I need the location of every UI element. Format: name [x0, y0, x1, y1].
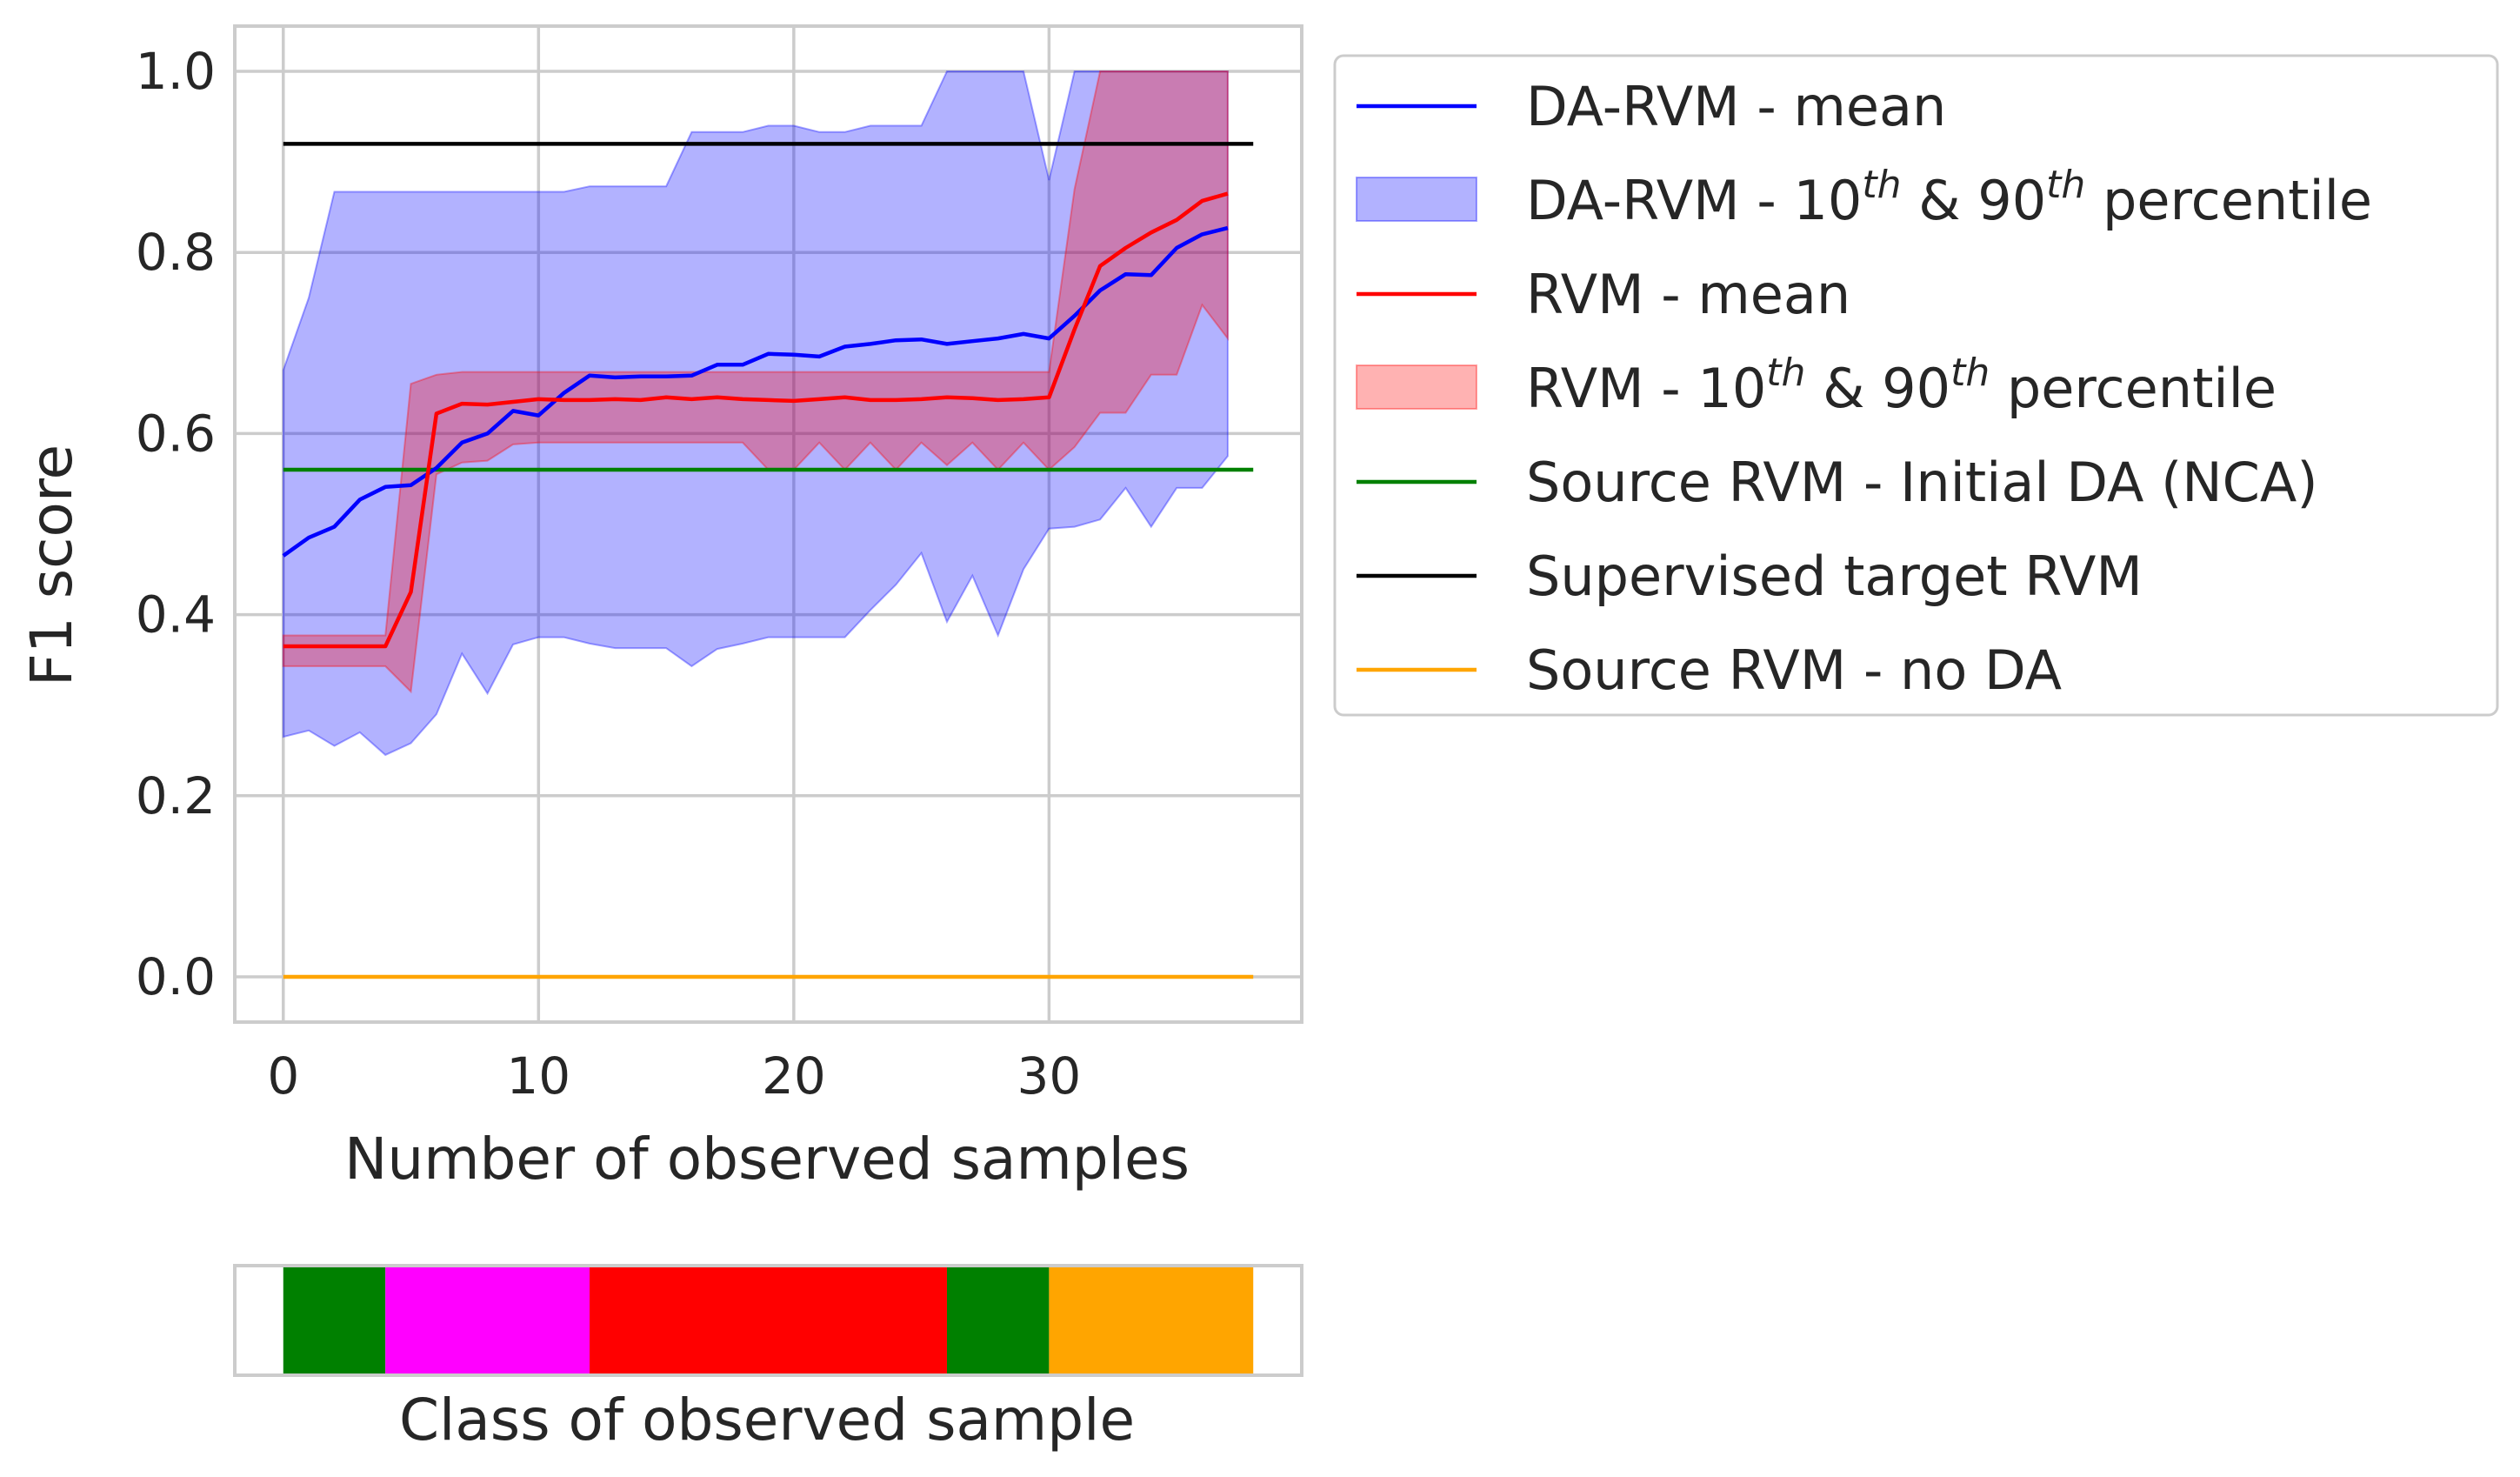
legend-label: DA-RVM - mean	[1526, 75, 1946, 138]
legend-label: Source RVM - Initial DA (NCA)	[1526, 451, 2318, 514]
y-axis-label: F1 score	[18, 444, 85, 686]
legend-items: DA-RVM - mean DA-RVM - 10th & 90th percen…	[1356, 75, 2372, 702]
class-segment	[385, 1266, 590, 1375]
legend-label: RVM - mean	[1526, 263, 1850, 326]
y-tick-label: 0.8	[136, 223, 216, 282]
plot-frame	[233, 24, 1303, 1024]
legend: DA-RVM - mean DA-RVM - 10th & 90th percen…	[1333, 54, 2499, 717]
legend-label: Supervised target RVM	[1526, 545, 2143, 608]
class-strip: Class of observed sample	[233, 1264, 1303, 1454]
class-strip-label: Class of observed sample	[399, 1387, 1135, 1454]
mean-line	[282, 225, 1229, 558]
y-tick-label: 1.0	[136, 42, 216, 101]
class-segment	[590, 1266, 947, 1375]
y-tick-label: 0.2	[136, 766, 216, 825]
y-tick-label: 0.0	[136, 947, 216, 1006]
y-tick-label: 0.4	[136, 585, 216, 645]
x-tick-label: 30	[1017, 1046, 1081, 1106]
legend-label: RVM - 10th & 90th percentile	[1526, 351, 2277, 421]
series-lines	[282, 142, 1254, 979]
mean-line	[283, 191, 1229, 649]
class-segment	[946, 1266, 1050, 1375]
legend-patch-handle	[1356, 364, 1477, 410]
y-tick-labels: 0.0 0.2 0.4 0.6 0.8 1.0	[136, 42, 216, 1006]
percentile-band	[282, 70, 1229, 694]
class-strip-frame	[233, 1264, 1303, 1377]
x-tick-labels: 0 10 20 30	[267, 1046, 1081, 1106]
legend-label: Source RVM - no DA	[1526, 638, 2062, 702]
percentile-band	[282, 70, 1229, 757]
class-segment	[1049, 1266, 1254, 1375]
class-strip-segments	[283, 1266, 1254, 1375]
x-tick-label: 20	[762, 1046, 826, 1106]
main-plot: 0 10 20 30 0.0 0.2 0.4 0.6 0.8 1.0 Number of obs…	[18, 24, 1303, 1193]
y-tick-label: 0.6	[136, 404, 216, 463]
legend-label: DA-RVM - 10th & 90th percentile	[1526, 163, 2372, 233]
x-tick-label: 0	[267, 1046, 299, 1106]
x-axis-label: Number of observed samples	[344, 1126, 1190, 1193]
legend-patch-handle	[1356, 177, 1477, 222]
class-segment	[283, 1266, 386, 1375]
percentile-bands	[282, 70, 1229, 757]
legend-frame	[1333, 54, 2499, 717]
x-tick-label: 10	[506, 1046, 570, 1106]
